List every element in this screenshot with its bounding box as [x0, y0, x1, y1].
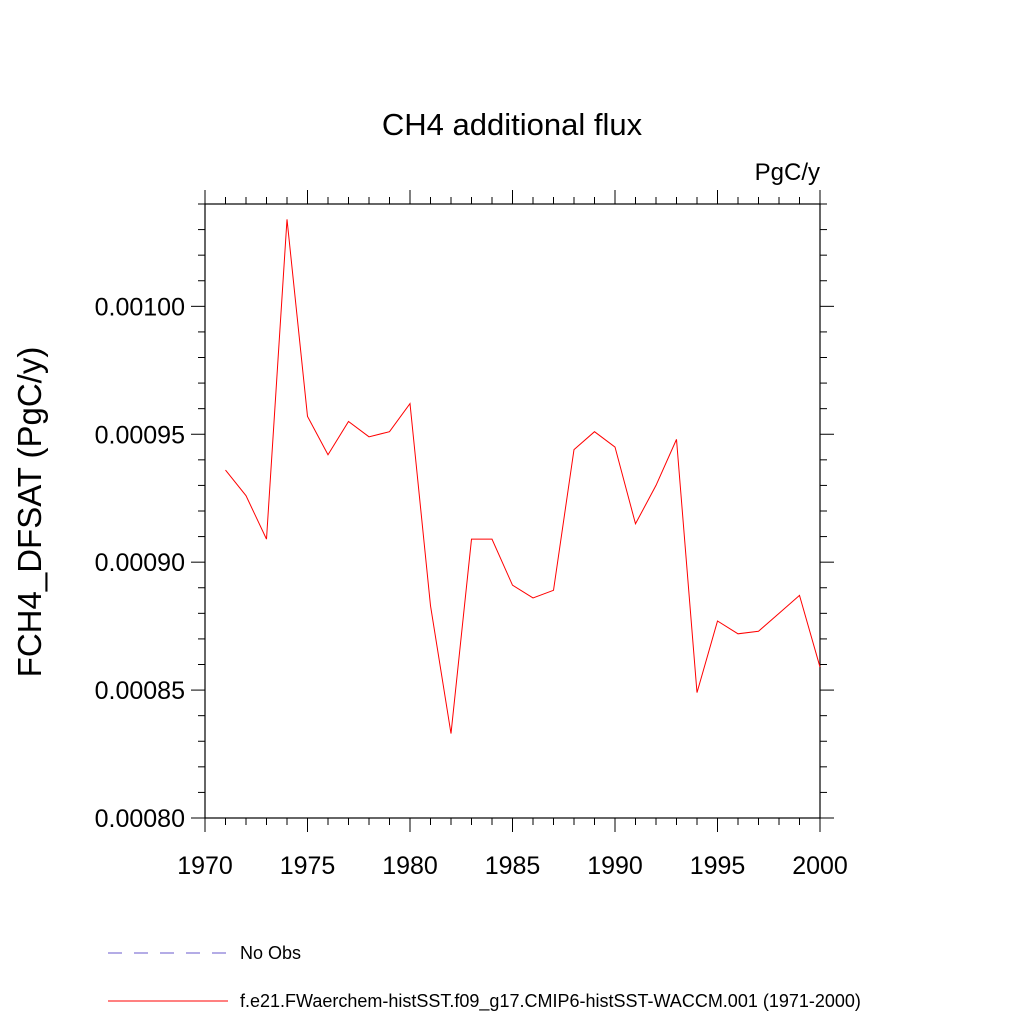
y-tick-label: 0.00090: [95, 549, 185, 577]
legend: No Obs f.e21.FWaerchem-histSST.f09_g17.C…: [108, 943, 861, 1012]
legend-label-no-obs: No Obs: [240, 943, 301, 963]
x-tick-label: 1990: [587, 852, 643, 880]
x-tick-label: 2000: [792, 852, 848, 880]
y-tick-label: 0.00080: [95, 805, 185, 833]
y-tick-label: 0.00100: [95, 293, 185, 321]
axis-ticks: [191, 190, 834, 832]
y-tick-label: 0.00095: [95, 421, 185, 449]
chart-title: CH4 additional flux: [382, 107, 643, 142]
x-tick-labels: 1970 1975 1980 1985 1990 1995 2000: [177, 852, 848, 880]
x-tick-label: 1985: [485, 852, 541, 880]
x-tick-label: 1980: [382, 852, 438, 880]
legend-label-model: f.e21.FWaerchem-histSST.f09_g17.CMIP6-hi…: [240, 991, 861, 1012]
series-group: [225, 219, 821, 734]
units-label: PgC/y: [755, 159, 820, 186]
series-line: [225, 219, 821, 734]
x-tick-label: 1970: [177, 852, 233, 880]
plot-frame: [204, 203, 821, 819]
y-tick-labels: 0.00080 0.00085 0.00090 0.00095 0.00100: [95, 293, 185, 833]
x-tick-label: 1995: [690, 852, 746, 880]
x-tick-label: 1975: [280, 852, 336, 880]
y-axis-label: FCH4_DFSAT (PgC/y): [11, 347, 48, 678]
y-tick-label: 0.00085: [95, 677, 185, 705]
